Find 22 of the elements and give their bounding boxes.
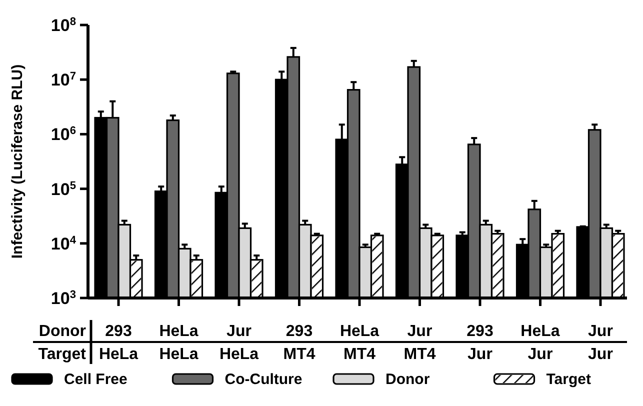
x-tick-label: 293 MT4	[283, 323, 316, 363]
legend-label: Co-Culture	[224, 371, 302, 388]
y-tick-label: 10$^{7}$	[50, 70, 76, 90]
y-axis-title: Infectivity (Luciferase RLU)	[9, 64, 26, 259]
x-tick-label: Jur Jur	[588, 323, 613, 363]
y-tick-label: 10$^{5}$	[50, 180, 76, 199]
x-tick-label: Jur HeLa	[219, 323, 259, 363]
legend-label: Cell Free	[64, 371, 128, 388]
legend-label: Target	[546, 371, 591, 388]
y-tick-label: 10$^{4}$	[50, 234, 77, 254]
text: Target	[38, 346, 87, 363]
x-tick-label: HeLa Jur	[520, 323, 560, 363]
legend-label: Donor	[386, 371, 430, 388]
x-tick-label: 293 Jur	[466, 323, 494, 363]
x-tick-label: HeLa MT4	[340, 323, 380, 363]
y-tick-label: 10$^{8}$	[50, 16, 76, 35]
y-tick-label: 10$^{3}$	[50, 289, 76, 308]
y-tick-label: 10$^{6}$	[50, 125, 76, 144]
text: Donor	[38, 323, 86, 340]
x-tick-label: 293 HeLa	[98, 323, 138, 363]
x-tick-label: Jur MT4	[404, 323, 436, 363]
x-tick-label: HeLa HeLa	[159, 323, 198, 363]
